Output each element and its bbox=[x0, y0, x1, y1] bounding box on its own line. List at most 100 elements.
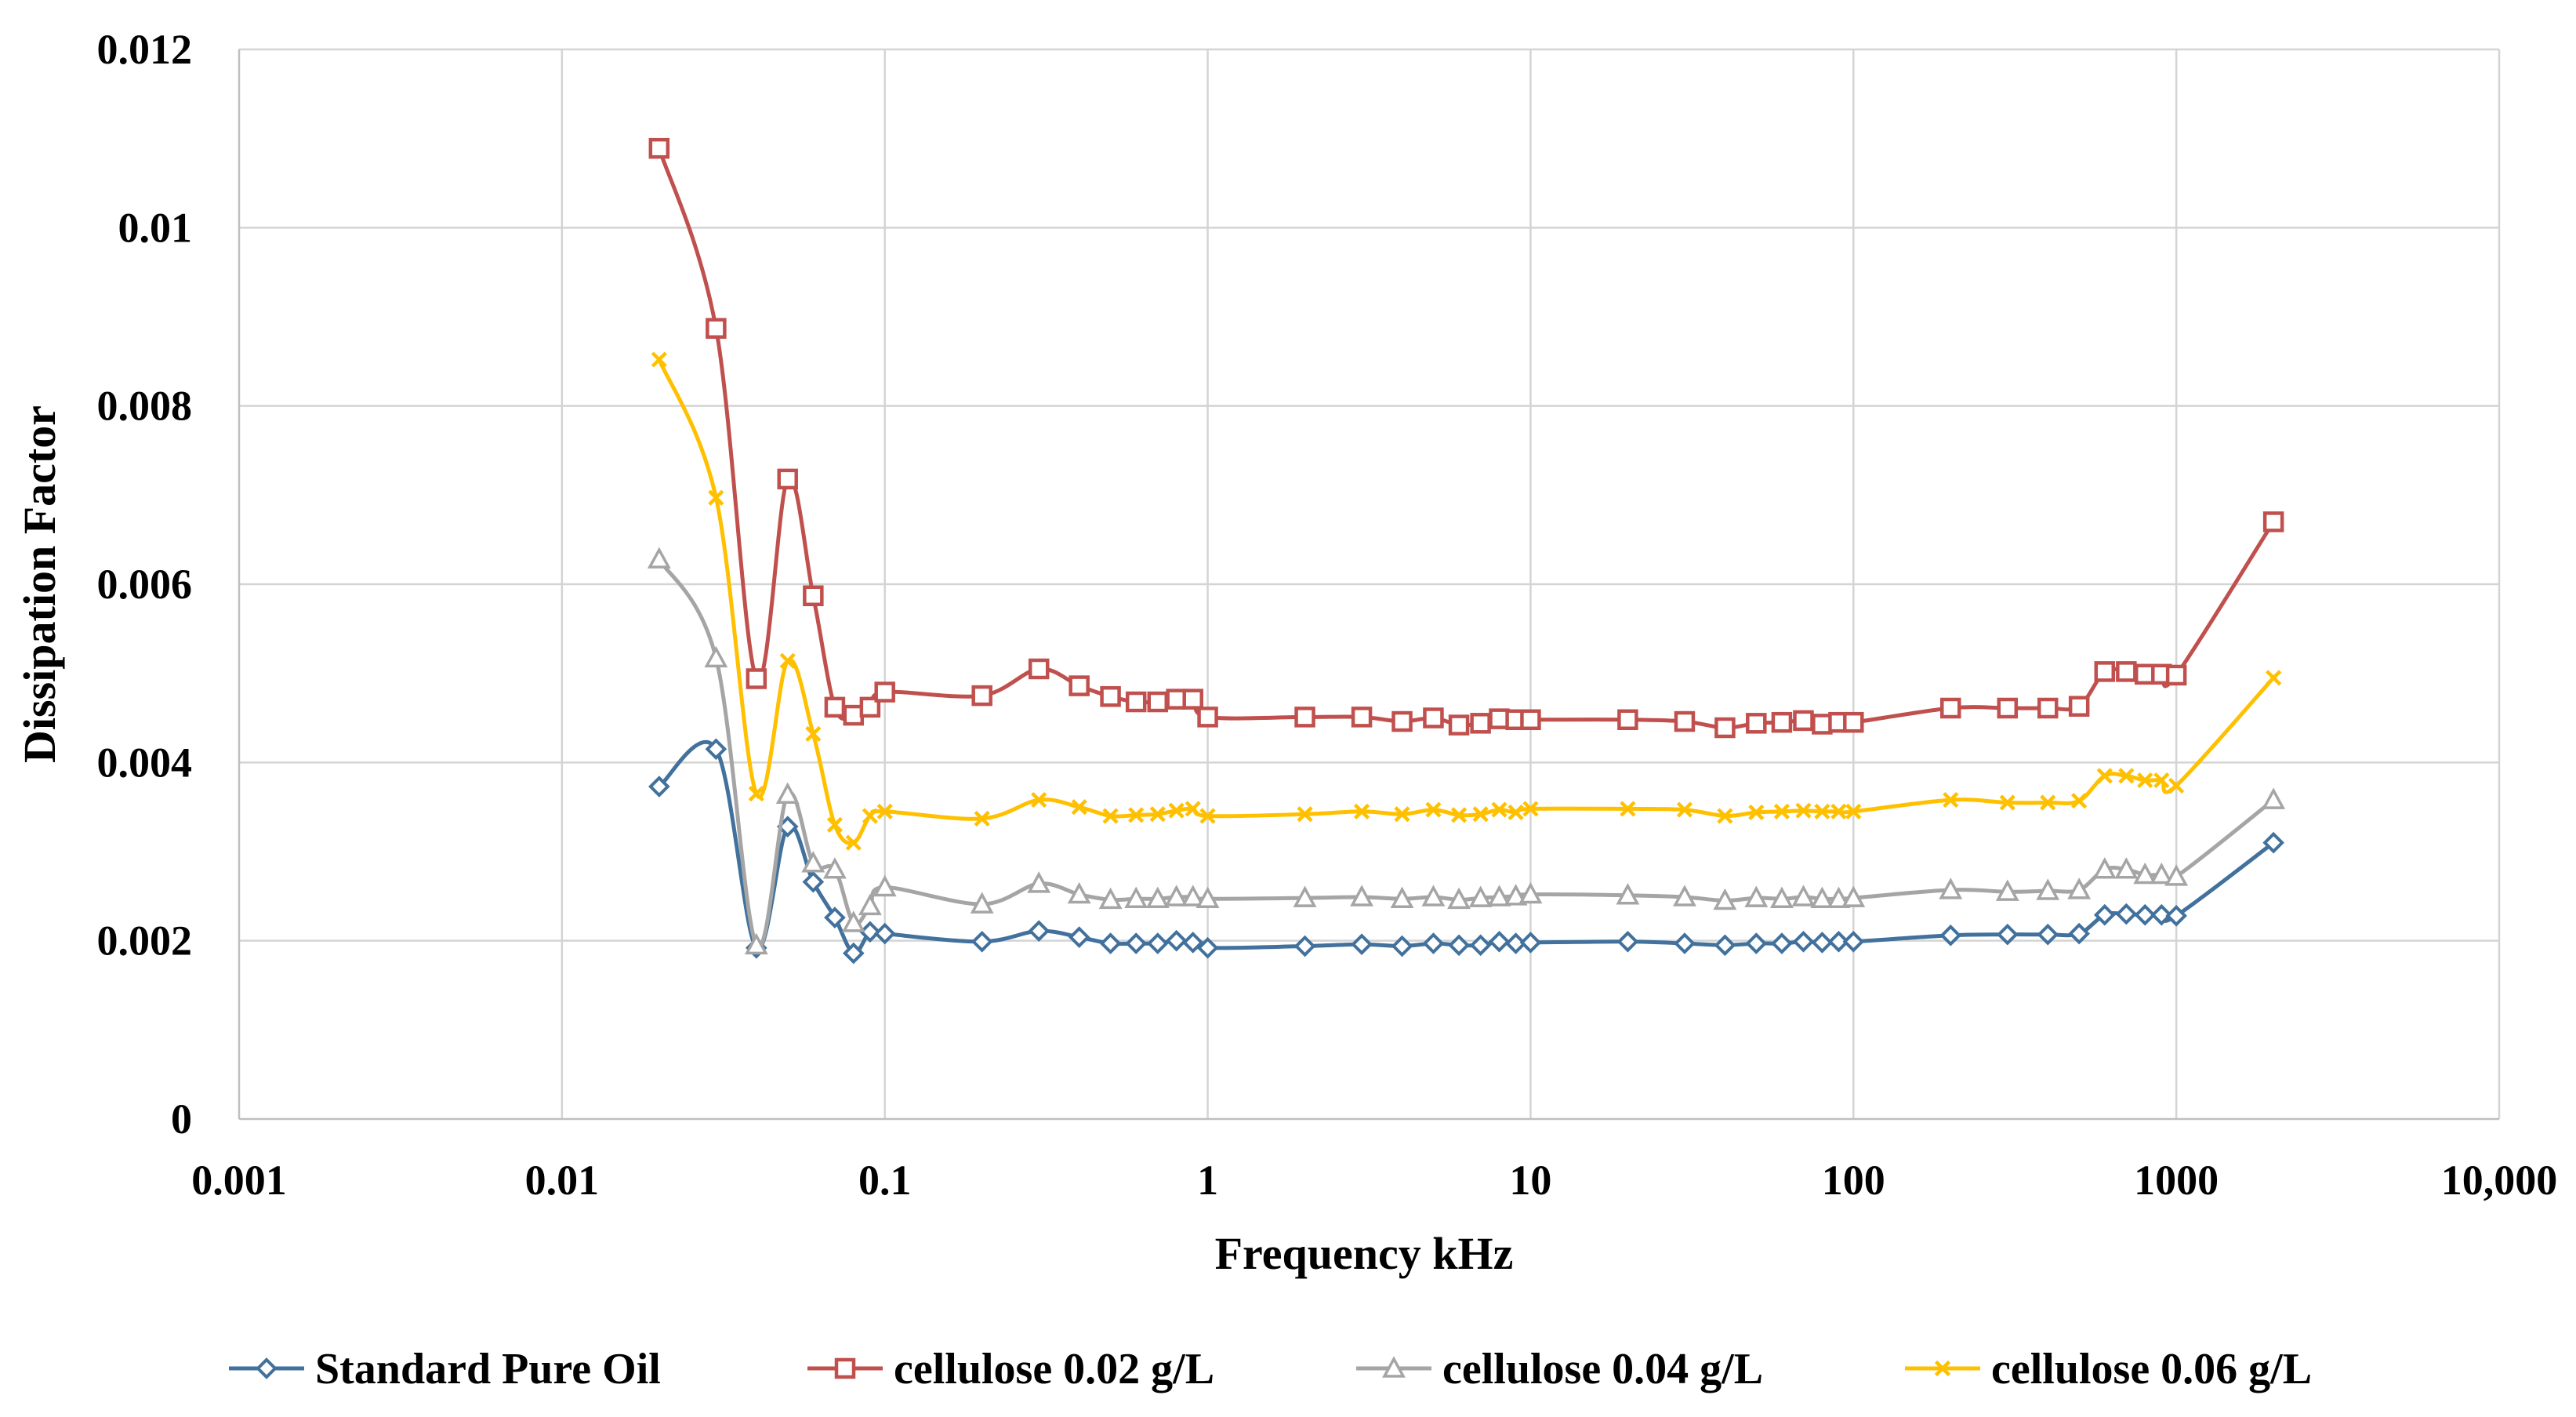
data-point-square bbox=[1125, 691, 1147, 713]
data-point-x bbox=[845, 834, 862, 851]
legend-label: cellulose 0.02 g/L bbox=[894, 1345, 1214, 1393]
data-point-triangle bbox=[1164, 885, 1188, 907]
data-point-square bbox=[1793, 710, 1814, 732]
data-point-x bbox=[1185, 801, 1201, 817]
data-point-square bbox=[2068, 696, 2090, 717]
data-point-x bbox=[2137, 772, 2153, 789]
data-point-x bbox=[1508, 804, 1524, 821]
legend: Standard Pure Oil cellulose 0.02 g/L cellu… bbox=[229, 1345, 2312, 1393]
x-tick-label: 0.1 bbox=[858, 1157, 912, 1204]
series-line bbox=[657, 557, 2276, 950]
data-point-square bbox=[1028, 658, 1050, 680]
data-point-square bbox=[1294, 707, 1315, 728]
data-point-triangle bbox=[1744, 885, 1769, 907]
data-point-diamond bbox=[1125, 932, 1148, 954]
data-point-square bbox=[777, 468, 798, 490]
y-tick-label: 0.002 bbox=[97, 917, 193, 965]
data-point-x bbox=[1620, 801, 1636, 817]
data-point-x bbox=[1773, 803, 1791, 819]
data-point-triangle bbox=[1293, 885, 1317, 907]
data-point-x bbox=[2266, 670, 2282, 686]
data-point-diamond bbox=[1146, 932, 1169, 954]
data-point-square bbox=[1448, 714, 1470, 736]
data-point-diamond bbox=[2134, 903, 2157, 926]
x-tick-label: 10 bbox=[1509, 1157, 1551, 1204]
data-point-diamond bbox=[648, 776, 670, 798]
y-axis-title: Dissipation Factor bbox=[14, 405, 65, 763]
legend-marker bbox=[256, 1357, 278, 1379]
data-point-square bbox=[1470, 713, 1491, 734]
x-tick-label: 0.001 bbox=[191, 1157, 287, 1204]
data-point-x bbox=[2168, 777, 2185, 794]
data-point-diamond bbox=[971, 930, 993, 953]
legend-entry: Standard Pure Oil bbox=[229, 1345, 661, 1393]
data-point-triangle bbox=[1504, 884, 1528, 906]
data-point-x bbox=[1071, 799, 1087, 816]
data-point-square bbox=[648, 137, 670, 159]
data-point-diamond bbox=[2115, 903, 2138, 925]
data-point-x bbox=[2071, 793, 2088, 809]
data-point-square bbox=[746, 668, 767, 689]
data-point-x bbox=[1522, 801, 1539, 817]
data-point-x bbox=[708, 489, 724, 506]
data-point-x bbox=[1102, 808, 1119, 824]
data-point-square bbox=[1812, 714, 1833, 735]
data-point-diamond bbox=[1068, 926, 1090, 948]
series-1 bbox=[648, 738, 2284, 965]
data-point-triangle bbox=[2092, 857, 2117, 879]
data-point-triangle bbox=[1447, 887, 1471, 910]
data-point-diamond bbox=[1196, 936, 1219, 959]
data-point-diamond bbox=[1422, 932, 1445, 954]
data-point-triangle bbox=[2164, 864, 2189, 886]
data-point-diamond bbox=[1391, 935, 1413, 957]
legend-entry: cellulose 0.06 g/L bbox=[1905, 1345, 2312, 1393]
data-point-diamond bbox=[1181, 932, 1204, 954]
legend-entry: cellulose 0.02 g/L bbox=[807, 1345, 1214, 1393]
data-point-diamond bbox=[1771, 932, 1793, 954]
data-point-square bbox=[1351, 707, 1373, 728]
data-point-diamond bbox=[1616, 930, 1639, 953]
tick-labels: 0 0.002 0.004 0.006 0.008 0.01 0.012 0.001 0.01 0… bbox=[97, 26, 2558, 1204]
data-point-diamond bbox=[1811, 932, 1834, 954]
data-point-diamond bbox=[1827, 930, 1850, 953]
x-tick-label: 1 bbox=[1197, 1157, 1218, 1204]
data-point-square bbox=[1489, 708, 1510, 729]
data-point-diamond bbox=[2093, 903, 2116, 926]
data-point-triangle bbox=[704, 645, 728, 668]
data-point-triangle bbox=[1195, 886, 1220, 908]
data-point-diamond bbox=[1714, 934, 1736, 957]
data-point-square bbox=[1674, 710, 1696, 732]
data-point-triangle bbox=[2262, 787, 2286, 809]
data-point-diamond bbox=[2068, 922, 2090, 945]
legend-label: cellulose 0.06 g/L bbox=[1991, 1345, 2312, 1393]
data-point-x bbox=[876, 803, 893, 819]
data-point-square bbox=[1391, 710, 1413, 732]
data-point-diamond bbox=[1792, 930, 1815, 953]
data-point-x bbox=[1450, 807, 1468, 823]
data-point-square bbox=[1714, 717, 1736, 739]
data-point-square bbox=[2094, 661, 2116, 682]
data-point-x bbox=[1199, 808, 1216, 824]
data-point-square bbox=[1843, 711, 1864, 733]
y-tick-label: 0.012 bbox=[97, 26, 193, 73]
data-point-square bbox=[2116, 661, 2137, 682]
data-point-square bbox=[1520, 709, 1541, 731]
x-axis-title: Frequency kHz bbox=[1215, 1228, 1514, 1279]
data-point-diamond bbox=[1351, 933, 1373, 956]
data-point-diamond bbox=[842, 942, 865, 965]
data-point-triangle bbox=[858, 893, 882, 916]
data-point-square bbox=[2262, 511, 2284, 532]
data-point-triangle bbox=[1616, 883, 1640, 905]
y-tick-label: 0.004 bbox=[97, 739, 193, 786]
y-tick-label: 0.006 bbox=[97, 561, 193, 608]
data-point-diamond bbox=[1504, 932, 1527, 954]
data-point-square bbox=[1746, 713, 1767, 734]
data-point-triangle bbox=[1181, 885, 1205, 907]
data-point-square bbox=[1147, 691, 1169, 713]
data-point-square bbox=[874, 681, 895, 703]
data-point-x bbox=[862, 808, 878, 824]
data-point-diamond bbox=[1996, 923, 2019, 946]
data-point-x bbox=[1491, 801, 1508, 818]
data-point-triangle bbox=[970, 892, 994, 914]
